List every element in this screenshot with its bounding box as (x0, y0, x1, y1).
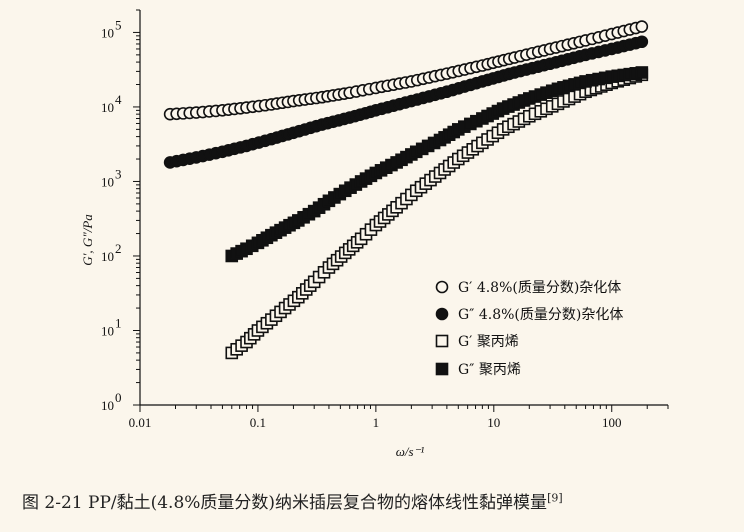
y-tick-exponent: 0 (115, 390, 122, 405)
y-tick-exponent: 1 (115, 315, 122, 330)
x-tick-label: 1 (373, 415, 380, 430)
legend-marker (435, 362, 449, 376)
x-tick-label: 0.01 (129, 415, 152, 430)
series-3 (225, 66, 649, 263)
data-marks (163, 20, 649, 360)
data-point (635, 66, 649, 79)
y-tick-exponent: 5 (115, 17, 122, 32)
data-point (635, 35, 649, 49)
y-tick-label: 10 (101, 323, 114, 338)
legend-label: G′ 聚丙烯 (458, 334, 519, 350)
x-tick-label: 10 (487, 415, 500, 430)
y-tick-label: 10 (101, 100, 114, 115)
y-tick-label: 10 (101, 249, 114, 264)
caption-text: 图 2-21 PP/黏土(4.8%质量分数)纳米插层复合物的熔体线性黏弹模量 (22, 493, 548, 513)
data-point (635, 20, 649, 33)
series-0 (163, 20, 649, 121)
y-tick-exponent: 4 (115, 92, 122, 107)
x-tick-label: 100 (602, 415, 622, 430)
x-tick-label: 0.1 (250, 415, 266, 430)
series-1 (163, 35, 649, 169)
legend-marker (435, 307, 449, 321)
figure-caption: 图 2-21 PP/黏土(4.8%质量分数)纳米插层复合物的熔体线性黏弹模量[9… (22, 488, 732, 513)
legend: G′ 4.8%(质量分数)杂化体 G″ 4.8%(质量分数)杂化体 G′ 聚丙烯 G″… (435, 280, 623, 378)
y-tick-label: 10 (101, 174, 114, 189)
legend-marker (435, 334, 449, 348)
y-tick-exponent: 3 (115, 166, 122, 181)
legend-label: G″ 聚丙烯 (458, 362, 521, 378)
legend-marker (435, 280, 449, 294)
legend-label: G″ 4.8%(质量分数)杂化体 (458, 307, 623, 323)
y-axis-label: G′, G″/Pa (80, 214, 95, 266)
x-axis-label: ω/s⁻¹ (396, 444, 425, 459)
y-tick-exponent: 2 (115, 241, 122, 256)
caption-reference: [9] (547, 491, 563, 505)
legend-label: G′ 4.8%(质量分数)杂化体 (458, 280, 621, 296)
chart-area: 0.01 0.1 1 10 100 10 0 10 1 10 2 10 3 10 4 10 5 G′ 4.8%(… (80, 9, 669, 459)
y-tick-label: 10 (101, 25, 114, 40)
y-tick-label: 10 (101, 398, 114, 413)
